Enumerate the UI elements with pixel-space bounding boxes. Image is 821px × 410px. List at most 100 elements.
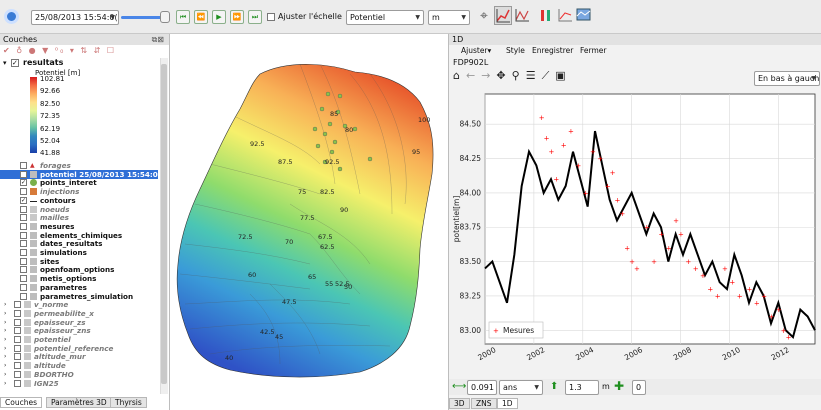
tab-couches[interactable]: Couches [0,397,42,408]
expand-icon[interactable]: ▾ [3,59,7,67]
interest-point[interactable] [342,123,348,129]
layer-checkbox[interactable] [14,309,21,317]
expand-icon[interactable]: › [4,344,7,352]
forward-icon[interactable]: → [481,69,497,82]
scrollbar-handle[interactable] [161,64,167,384]
layer-row[interactable]: › BDORTHO [0,370,158,379]
expand-icon[interactable]: › [4,353,7,361]
interest-point[interactable] [327,121,333,127]
layer-checkbox[interactable] [14,370,21,378]
layer-checkbox[interactable] [14,327,21,335]
menu-style[interactable]: Style [506,45,525,56]
expand-icon[interactable]: › [4,362,7,370]
layer-checkbox[interactable] [14,379,21,387]
bars-icon[interactable] [539,8,553,22]
chart-line-icon[interactable] [494,6,512,25]
layer-row[interactable]: › potentiel_reference [0,344,158,353]
layer-checkbox[interactable]: ✓ [20,196,27,204]
layer-row[interactable]: mailles [0,213,158,222]
fast-forward-button[interactable]: ⏩ [230,10,244,24]
layer-row[interactable]: noeuds [0,205,158,214]
map-canvas[interactable]: 100 92.5 87.5 95 85 92.5 80 82.5 90 75 77.5 67.5 70 6… [170,34,448,410]
ajuster-echelle-checkbox[interactable] [267,13,275,21]
time-step-input[interactable]: 0.091 [467,380,497,395]
layer-row[interactable]: › epaisseur_zns [0,326,158,335]
layer-checkbox[interactable] [20,222,27,230]
layer-row[interactable]: › permeabilite_x [0,309,158,318]
layer-checkbox[interactable] [20,283,27,291]
expand-icon[interactable]: › [4,309,7,317]
save-icon[interactable]: ▣ [555,69,572,82]
layer-row[interactable]: › altitude_mur [0,352,158,361]
layer-row[interactable]: ▲ forages [0,161,158,170]
layer-row[interactable]: parametres [0,283,158,292]
layer-checkbox[interactable] [20,162,27,169]
tab-parametres-3d[interactable]: Paramètres 3D [46,397,112,408]
expand-icon[interactable]: › [4,301,7,309]
layer-checkbox[interactable]: ✓ [20,179,27,187]
up-arrow-icon[interactable]: ⬆ [550,381,559,392]
edit-curve-icon[interactable]: ⟋ [541,69,556,82]
interest-point[interactable] [335,109,341,115]
interest-point[interactable] [322,159,328,165]
axis-chart-icon[interactable] [557,7,573,23]
layer-checkbox[interactable] [20,188,27,196]
expand-icon[interactable]: › [4,379,7,387]
tab-thyrsis[interactable]: Thyrsis [110,397,147,408]
layer-row[interactable]: › altitude [0,361,158,370]
layer-row[interactable]: simulations [0,248,158,257]
layer-checkbox[interactable] [20,275,27,283]
interest-point[interactable] [325,91,331,97]
tab-zns[interactable]: ZNS [471,398,497,409]
legend-position-select[interactable]: En bas à gauche ▼ [754,71,820,86]
map-3d-icon[interactable] [575,6,592,23]
layer-checkbox[interactable] [20,231,27,239]
layer-checkbox[interactable] [20,292,27,300]
layer-row[interactable]: injections [0,187,158,196]
layer-checkbox[interactable]: ✓ [20,170,27,178]
layer-row[interactable]: › potentiel [0,335,158,344]
menu-enregistrer[interactable]: Enregistrer [532,45,573,56]
swap-icon[interactable]: ⟷ [452,381,467,392]
layer-row[interactable]: elements_chimiques [0,231,158,240]
interest-point[interactable] [322,131,328,137]
expand-icon[interactable]: › [4,318,7,326]
layer-checkbox[interactable] [20,266,27,274]
home-icon[interactable]: ⌂ [453,69,466,82]
last-frame-button[interactable]: ⏭ [248,10,262,24]
datetime-select[interactable]: 25/08/2013 15:54:0( ▼ [31,10,119,25]
expand-icon[interactable]: › [4,327,7,335]
interest-point[interactable] [352,126,358,132]
layer-row[interactable]: openfoam_options [0,265,158,274]
add-icon[interactable]: ✚ [614,379,625,393]
time-slider-handle[interactable] [160,11,170,23]
interest-point[interactable] [329,149,335,155]
layer-checkbox[interactable] [20,249,27,256]
crosshair-icon[interactable]: ⌖ [480,8,488,24]
layer-checkbox[interactable] [14,336,21,343]
time-slider[interactable] [121,16,169,19]
layer-row[interactable]: ✓ points_interet [0,178,158,187]
tab-1d[interactable]: 1D [497,398,518,409]
tab-3d[interactable]: 3D [449,398,470,409]
scale-input[interactable]: 1.3 [565,380,599,395]
menu-ajuster[interactable]: Ajuster▾ [461,45,491,56]
interest-point[interactable] [367,156,373,162]
panel-float-close-icon[interactable]: ⧉⊠ [151,35,164,44]
map-svg[interactable]: 100 92.5 87.5 95 85 92.5 80 82.5 90 75 77.5 67.5 70 6… [170,34,448,410]
layer-checkbox[interactable] [14,318,21,326]
first-frame-button[interactable]: ⏮ [176,10,190,24]
layer-row[interactable]: mesures [0,222,158,231]
layer-row[interactable]: dates_resultats [0,239,158,248]
interest-point[interactable] [337,93,343,99]
interest-point[interactable] [332,139,338,145]
configure-icon[interactable]: ☰ [525,69,542,82]
plot-area[interactable] [484,93,816,345]
layer-checkbox[interactable] [14,353,21,361]
interest-point[interactable] [315,143,321,149]
interest-point[interactable] [319,106,325,112]
offset-input[interactable]: 0 [632,380,646,395]
layer-row[interactable]: › IGN25 [0,379,158,388]
layer-row[interactable]: parametres_simulation [0,292,158,301]
layer-checkbox[interactable] [14,301,21,309]
